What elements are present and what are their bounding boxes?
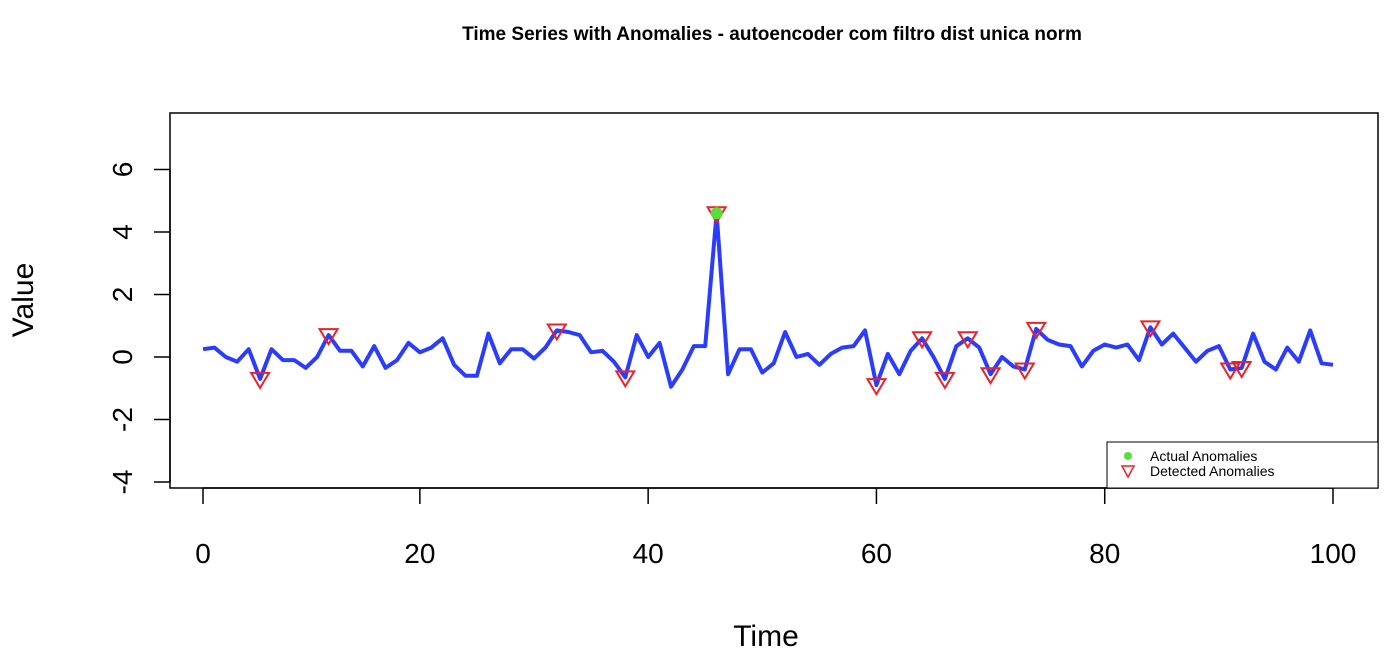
detected-anomaly-point [934, 371, 956, 390]
y-tick-label: -4 [107, 470, 138, 495]
detected-anomaly-point [1139, 320, 1162, 339]
series-layer [202, 211, 1334, 389]
legend-actual-marker [1124, 452, 1132, 460]
detected-anomaly-point [546, 323, 568, 342]
plot-frame [169, 112, 1379, 489]
y-axis-title: Value [7, 263, 40, 338]
detected-anomaly-point [979, 367, 1002, 386]
detected-anomaly-point [317, 328, 340, 347]
actual-anomaly-point [710, 207, 723, 220]
legend-detected-marker [1120, 465, 1136, 479]
detected-anomaly-point [956, 331, 979, 350]
legend-actual-label: Actual Anomalies [1150, 448, 1257, 464]
detected-anomaly-point [249, 371, 271, 390]
x-tick-label: 100 [1310, 538, 1357, 569]
detected-anomaly-point [614, 370, 637, 389]
detected-anomaly-point [911, 331, 933, 350]
x-axis: 0 20 40 60 80 100 [195, 487, 1357, 569]
x-tick-label: 0 [195, 538, 211, 569]
legend: Actual Anomalies Detected Anomalies [1106, 441, 1379, 489]
series-line [202, 211, 1334, 389]
detected-anomalies-layer [249, 206, 1253, 397]
y-tick-label: 2 [107, 287, 138, 303]
x-tick-label: 80 [1089, 538, 1120, 569]
detected-anomaly-point [1230, 360, 1253, 379]
legend-detected-label: Detected Anomalies [1150, 463, 1275, 479]
x-tick-label: 60 [861, 538, 892, 569]
y-axis: -4 -2 0 2 4 6 [107, 162, 171, 495]
detected-anomaly-point [865, 378, 888, 397]
detected-anomaly-point [1219, 362, 1242, 381]
detected-anomaly-point [1014, 362, 1036, 381]
chart-title: Time Series with Anomalies - autoencoder… [462, 24, 1082, 45]
y-tick-label: 6 [107, 162, 138, 178]
y-tick-label: -2 [107, 407, 138, 432]
legend-box [1106, 441, 1379, 489]
x-axis-title: Time [733, 620, 799, 653]
x-tick-label: 40 [633, 538, 664, 569]
x-tick-label: 20 [404, 538, 435, 569]
actual-anomalies-layer [710, 207, 723, 220]
y-tick-label: 4 [107, 224, 138, 240]
y-tick-label: 0 [107, 349, 138, 365]
detected-anomaly-point [1025, 321, 1047, 340]
